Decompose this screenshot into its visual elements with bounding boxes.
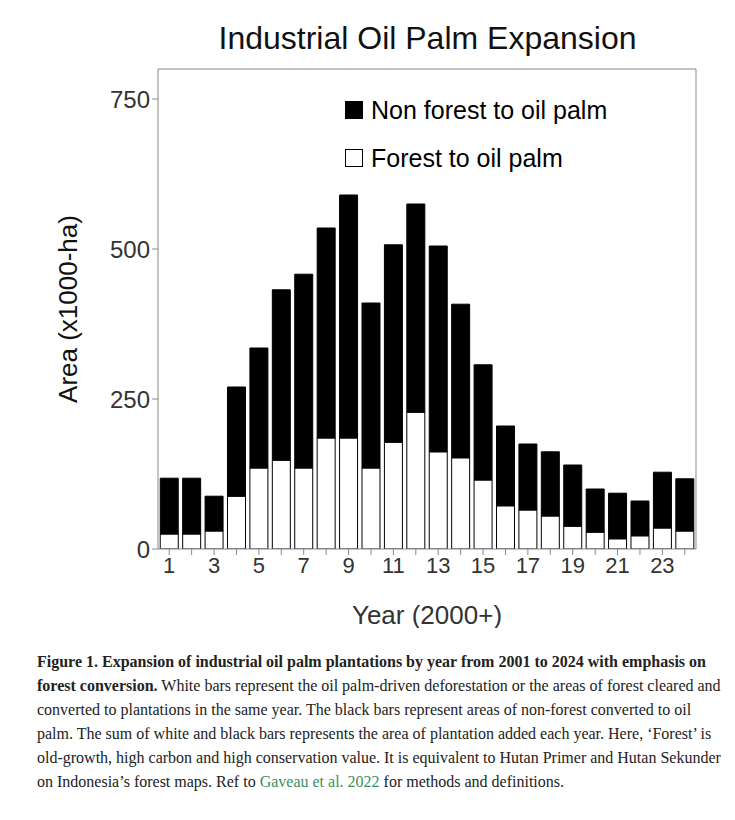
html-text:Figure 1. Expansion of industr: Figure 1. Expansion of industrial oil pa… <box>37 653 721 790</box>
svg-text:13: 13 <box>426 553 450 578</box>
svg-text:750: 750 <box>110 86 150 113</box>
html-text:Non forest to oil palm: Non forest to oil palm <box>371 95 608 124</box>
svg-text:23: 23 <box>650 553 674 578</box>
svg-text:1: 1 <box>163 553 175 578</box>
svg-text:21: 21 <box>605 553 629 578</box>
svg-text:250: 250 <box>110 386 150 413</box>
svg-text:9: 9 <box>342 553 354 578</box>
svg-text:Area (x1000-ha): Area (x1000-ha) <box>53 215 83 403</box>
svg-text:7: 7 <box>298 553 310 578</box>
svg-text:3: 3 <box>208 553 220 578</box>
svg-text:11: 11 <box>382 553 405 578</box>
svg-text:500: 500 <box>110 236 150 263</box>
html-text:Industrial Oil Palm Expansion: Industrial Oil Palm Expansion <box>218 20 637 56</box>
svg-text:0: 0 <box>137 536 150 563</box>
svg-text:17: 17 <box>516 553 540 578</box>
svg-text:Year (2000+): Year (2000+) <box>352 600 502 628</box>
svg-text:15: 15 <box>471 553 495 578</box>
html-text:Forest to oil palm: Forest to oil palm <box>371 143 563 172</box>
svg-text:5: 5 <box>253 553 265 578</box>
svg-text:19: 19 <box>560 553 584 578</box>
